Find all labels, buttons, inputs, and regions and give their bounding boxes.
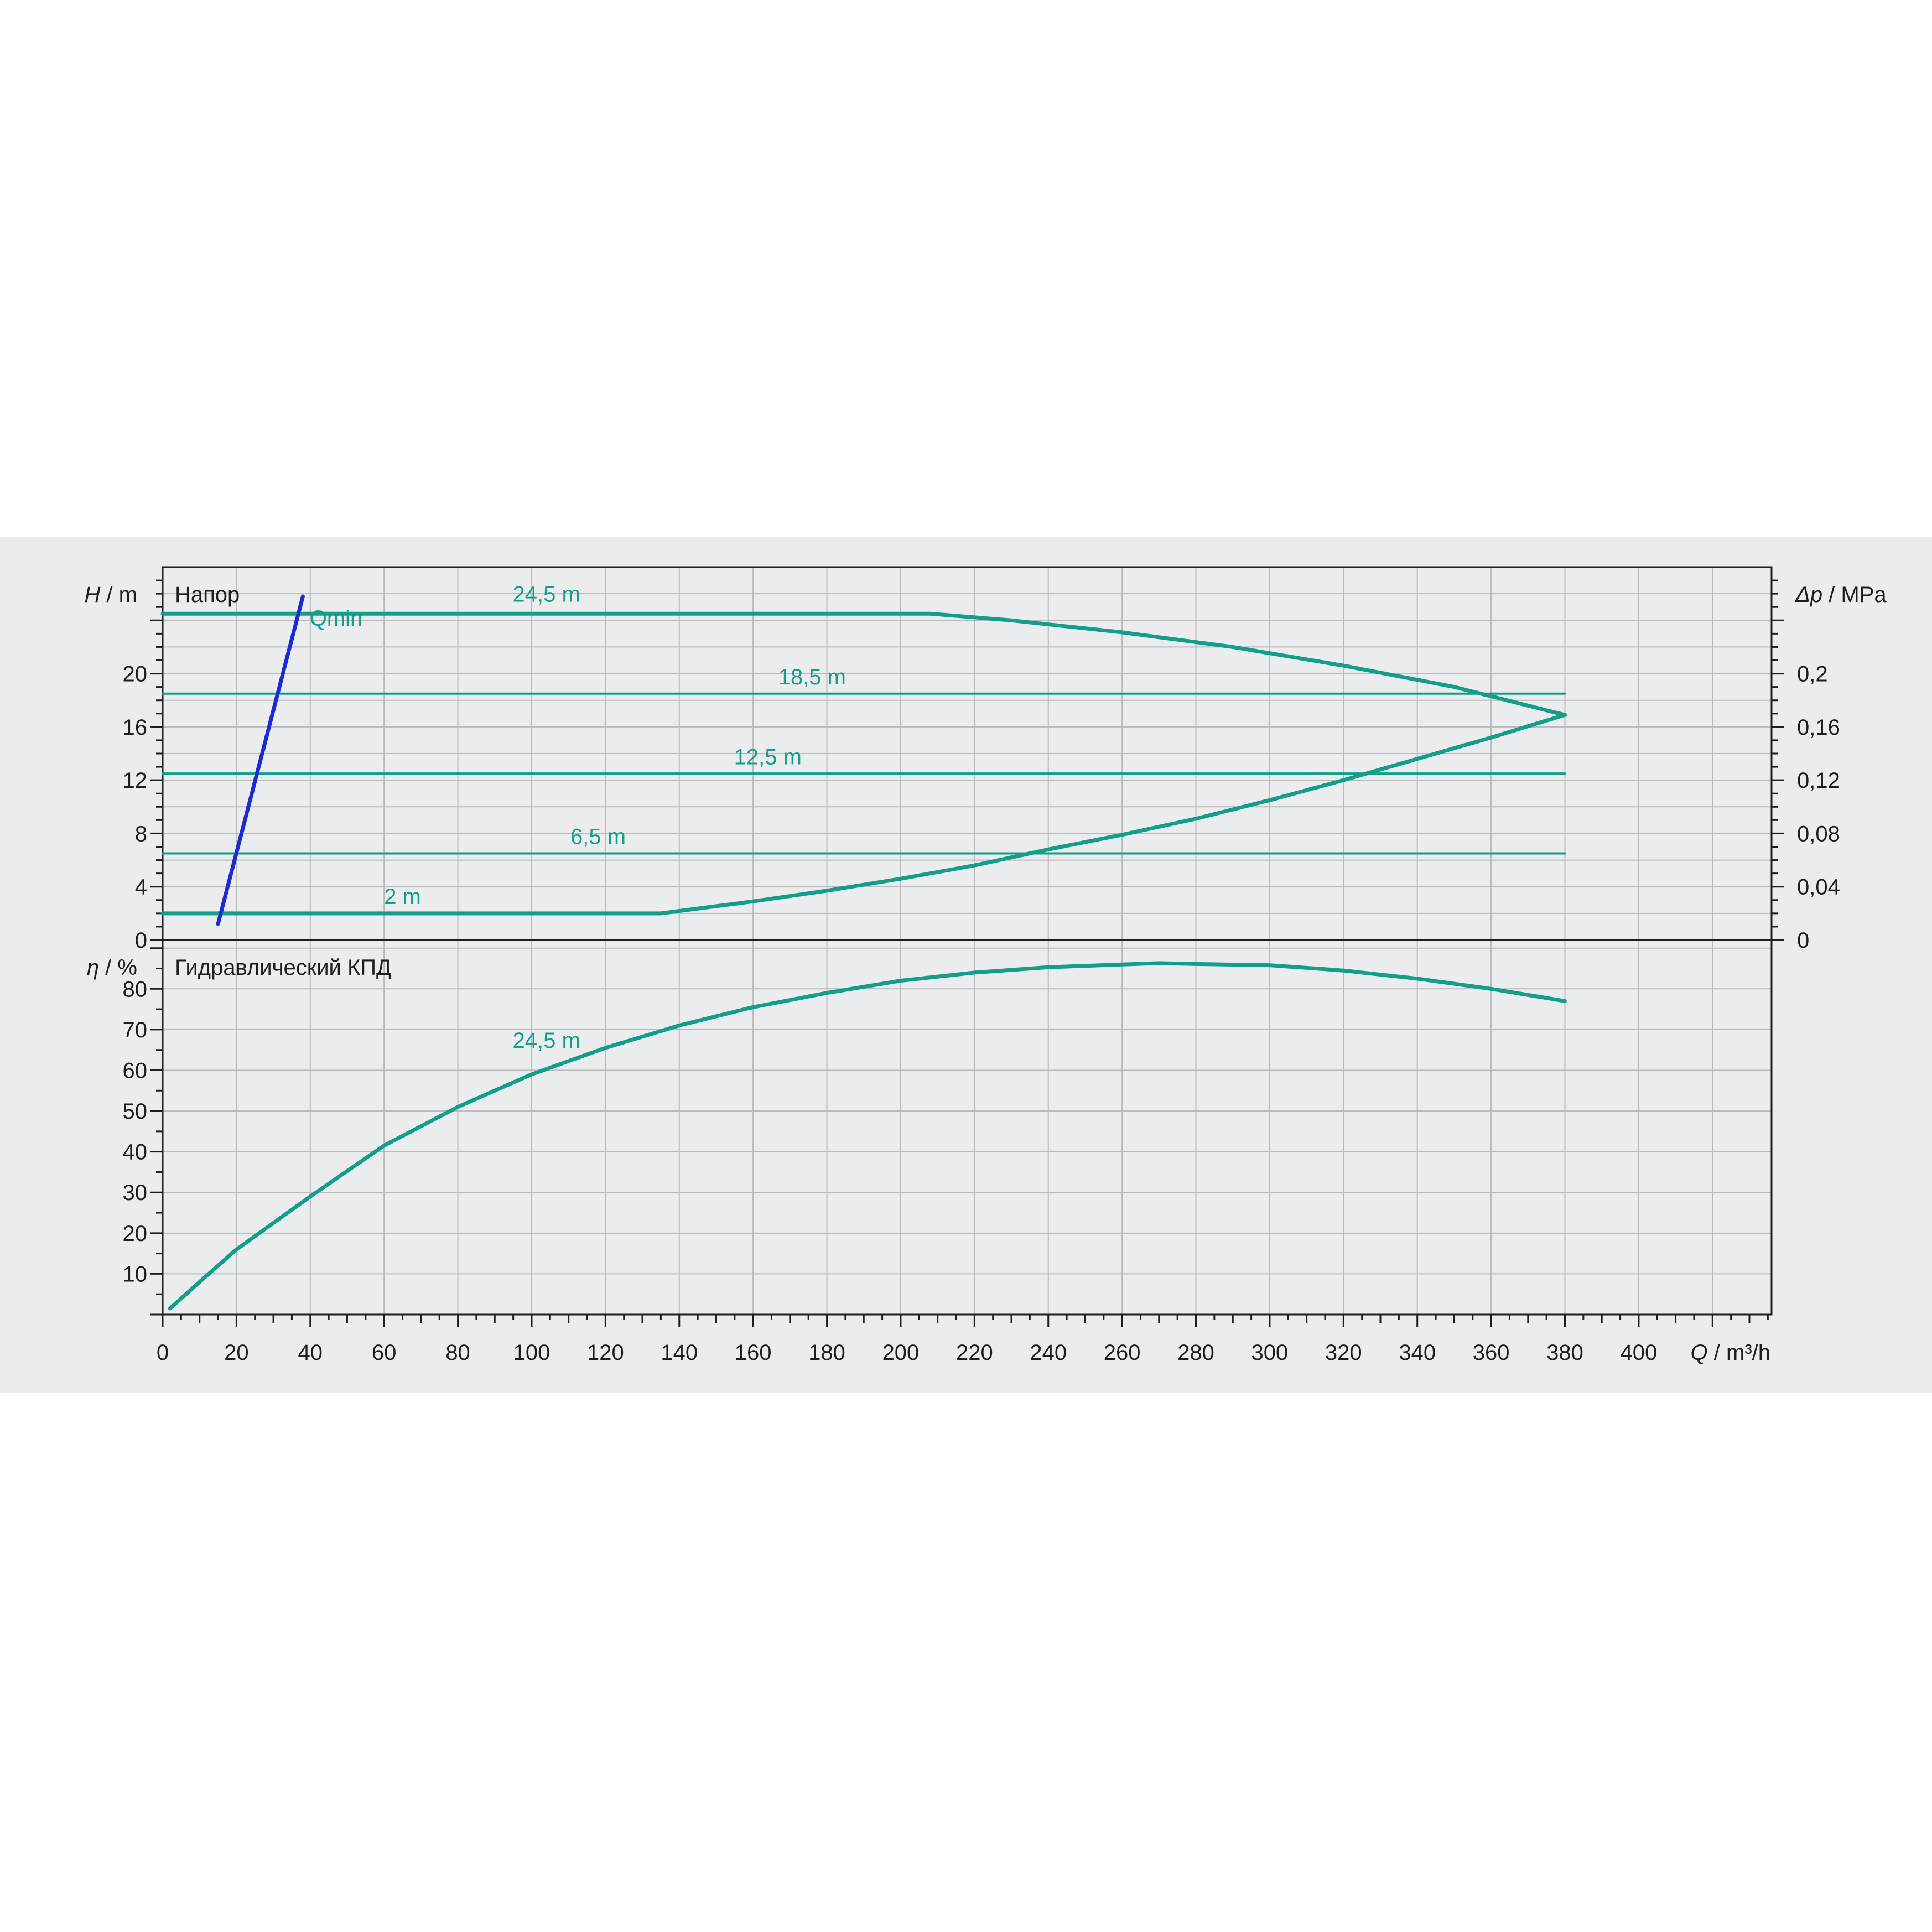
q-tick-label: 120: [587, 1341, 624, 1365]
curve-label: Qmin: [310, 606, 363, 631]
head-tick-label: 16: [123, 715, 148, 740]
efficiency-panel-title: Гидравлический КПД: [175, 955, 391, 980]
q-tick-label: 360: [1473, 1341, 1510, 1365]
dp-tick-label: 0,16: [1797, 715, 1840, 740]
head-curve: [160, 611, 1567, 717]
q-tick-label: 400: [1621, 1341, 1658, 1365]
eff-tick-label: 70: [123, 1018, 148, 1042]
curve-label: 18,5 m: [778, 665, 846, 689]
q-tick-label: 320: [1325, 1341, 1362, 1365]
eff-tick-label: 50: [123, 1099, 148, 1124]
q-tick-label: 260: [1104, 1341, 1141, 1365]
head-tick-label: 20: [123, 662, 148, 687]
q-tick-label: 200: [882, 1341, 920, 1365]
head-tick-label: 4: [135, 875, 147, 900]
q-axis-label: Q / m³/h: [1691, 1341, 1770, 1365]
q-tick-label: 180: [808, 1341, 845, 1365]
q-tick-label: 40: [298, 1341, 323, 1365]
eff-tick-label: 10: [123, 1262, 148, 1286]
eff-tick-label: 80: [123, 977, 148, 1001]
dp-axis-label: Δp / MPa: [1795, 583, 1887, 607]
pump-curve-chart: 04812162000,040,080,120,160,210203040506…: [84, 566, 1887, 1365]
curve-label: 2 m: [384, 885, 421, 909]
curve-label: 6,5 m: [570, 825, 626, 849]
qmin-line: [216, 594, 305, 926]
curve-label: 24,5 m: [513, 1029, 580, 1053]
eff-tick-label: 60: [123, 1058, 148, 1083]
q-tick-label: 80: [445, 1341, 470, 1365]
q-tick-label: 220: [956, 1341, 993, 1365]
head-tick-label: 0: [135, 928, 147, 953]
curve-label: 12,5 m: [734, 745, 802, 769]
q-tick-label: 300: [1251, 1341, 1289, 1365]
eff-tick-label: 40: [123, 1140, 148, 1165]
q-tick-label: 380: [1546, 1341, 1583, 1365]
head-tick-label: 8: [135, 822, 147, 846]
q-tick-label: 240: [1030, 1341, 1067, 1365]
q-tick-label: 140: [661, 1341, 698, 1365]
eff-tick-label: 30: [123, 1181, 148, 1205]
head-panel-title: Напор: [175, 583, 240, 607]
dp-tick-label: 0,2: [1797, 662, 1828, 687]
dp-tick-label: 0: [1797, 928, 1809, 953]
q-tick-label: 340: [1399, 1341, 1436, 1365]
q-tick-label: 280: [1177, 1341, 1214, 1365]
q-tick-label: 0: [157, 1341, 169, 1365]
efficiency-plot-frame: [162, 939, 1773, 1316]
q-tick-label: 100: [513, 1341, 550, 1365]
chart-panel: 0 4 8 12 16 20 0 0,04 0,08 0,12 0,16 0,2 10 20 30 40 50 6…: [0, 537, 1932, 1393]
head-curve: [160, 713, 1567, 916]
q-tick-label: 20: [224, 1341, 249, 1365]
head-tick-label: 12: [123, 768, 148, 793]
head-axis-label: H / m: [84, 583, 137, 607]
dp-tick-label: 0,04: [1797, 875, 1840, 900]
efficiency-curve: [168, 961, 1567, 1311]
eff-tick-label: 20: [123, 1222, 148, 1246]
q-tick-label: 160: [735, 1341, 772, 1365]
q-tick-label: 60: [372, 1341, 397, 1365]
curve-label: 24,5 m: [513, 583, 580, 607]
dp-tick-label: 0,12: [1797, 768, 1840, 793]
dp-tick-label: 0,08: [1797, 822, 1840, 846]
eff-axis-label: η / %: [87, 955, 137, 980]
